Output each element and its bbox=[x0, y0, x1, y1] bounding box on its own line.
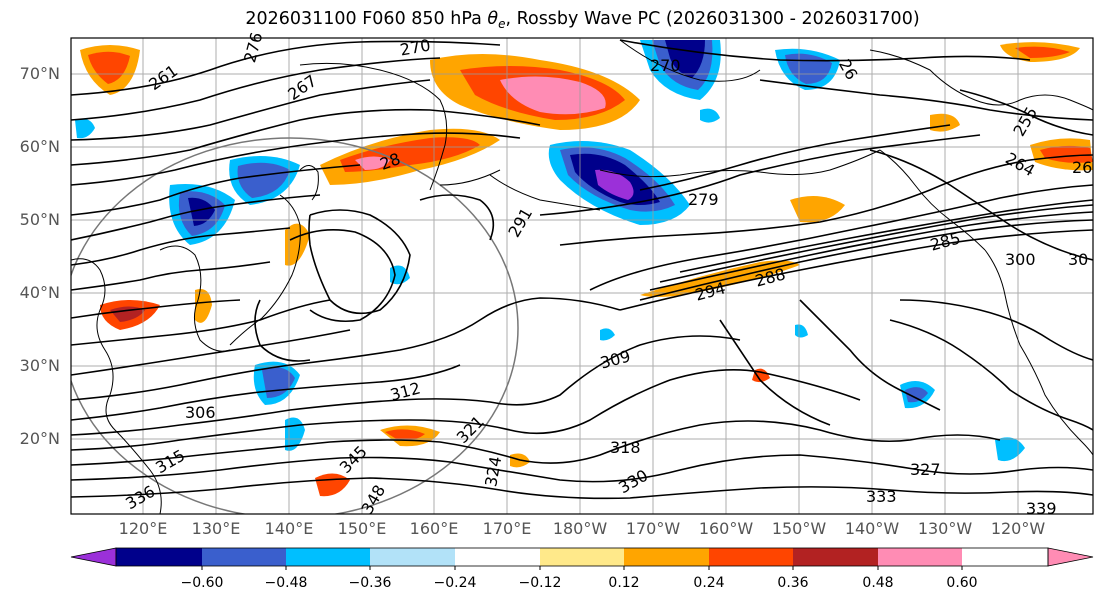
lat-label-30n: 30°N bbox=[19, 356, 60, 375]
contour-label: 279 bbox=[688, 190, 719, 209]
lat-label-40n: 40°N bbox=[19, 283, 60, 302]
lat-label-60n: 60°N bbox=[19, 137, 60, 156]
region-circle bbox=[71, 137, 519, 514]
colorbar-outline bbox=[115, 547, 1049, 567]
colorbar-segment bbox=[624, 548, 709, 566]
colorbar-tick: −0.36 bbox=[348, 575, 392, 591]
contour-label: 300 bbox=[1005, 250, 1036, 269]
lat-label-20n: 20°N bbox=[19, 429, 60, 448]
lon-label-160e: 160°E bbox=[409, 519, 459, 538]
lon-label-140e: 140°E bbox=[264, 519, 314, 538]
coastlines bbox=[71, 39, 1093, 514]
contour-label: 270 bbox=[650, 56, 681, 75]
lat-label-70n: 70°N bbox=[19, 64, 60, 83]
colorbar-segment bbox=[709, 548, 793, 566]
colorbar-segment bbox=[286, 548, 370, 566]
lon-label-160w: 160°W bbox=[698, 519, 754, 538]
colorbar-segment bbox=[878, 548, 962, 566]
contour-label: 327 bbox=[910, 460, 941, 479]
contour-label: 318 bbox=[610, 438, 641, 457]
lon-label-140w: 140°W bbox=[844, 519, 900, 538]
colorbar-tick: −0.60 bbox=[180, 575, 224, 591]
colorbar-tick: −0.48 bbox=[264, 575, 308, 591]
colorbar-tick: 0.24 bbox=[693, 575, 725, 591]
colorbar-segment bbox=[455, 548, 540, 566]
colorbar-tick: 0.60 bbox=[946, 575, 978, 591]
lon-label-170e: 170°E bbox=[482, 519, 532, 538]
colorbar bbox=[70, 547, 1094, 570]
colorbar-extend-min bbox=[70, 547, 117, 567]
colorbar-tick: 0.36 bbox=[777, 575, 809, 591]
lon-label-170w: 170°W bbox=[625, 519, 681, 538]
lon-label-130e: 130°E bbox=[191, 519, 241, 538]
colorbar-tick: −0.24 bbox=[433, 575, 477, 591]
contour-label: 30 bbox=[1068, 250, 1089, 269]
lon-label-150e: 150°E bbox=[337, 519, 387, 538]
colorbar-segment bbox=[540, 548, 624, 566]
lat-label-50n: 50°N bbox=[19, 210, 60, 229]
lon-label-150w: 150°W bbox=[771, 519, 827, 538]
colorbar-tick: 0.12 bbox=[608, 575, 640, 591]
contour-label: 26 bbox=[1072, 158, 1093, 177]
contour-label: 306 bbox=[185, 403, 216, 422]
colorbar-segment bbox=[370, 548, 455, 566]
lon-label-180w: 180°W bbox=[552, 519, 608, 538]
lon-label-120e: 120°E bbox=[118, 519, 168, 538]
contour-label: 333 bbox=[866, 487, 897, 506]
colorbar-tick: −0.12 bbox=[518, 575, 562, 591]
colorbar-segment bbox=[793, 548, 878, 566]
contour-label: 339 bbox=[1026, 499, 1057, 518]
colorbar-tick: 0.48 bbox=[862, 575, 894, 591]
colorbar-segment bbox=[116, 548, 202, 566]
colorbar-extend-max bbox=[1047, 547, 1094, 567]
lon-label-130w: 130°W bbox=[917, 519, 973, 538]
colorbar-segment bbox=[202, 548, 286, 566]
map-title: 2026031100 F060 850 hPa θe, Rossby Wave … bbox=[245, 9, 920, 31]
graticule bbox=[71, 38, 1093, 514]
theta-e-contours bbox=[71, 39, 1093, 500]
lon-label-120w: 120°W bbox=[990, 519, 1046, 538]
